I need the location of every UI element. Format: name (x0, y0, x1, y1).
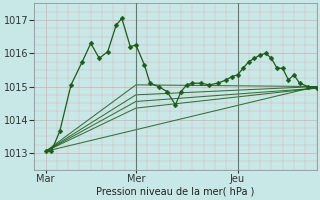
X-axis label: Pression niveau de la mer( hPa ): Pression niveau de la mer( hPa ) (96, 187, 255, 197)
